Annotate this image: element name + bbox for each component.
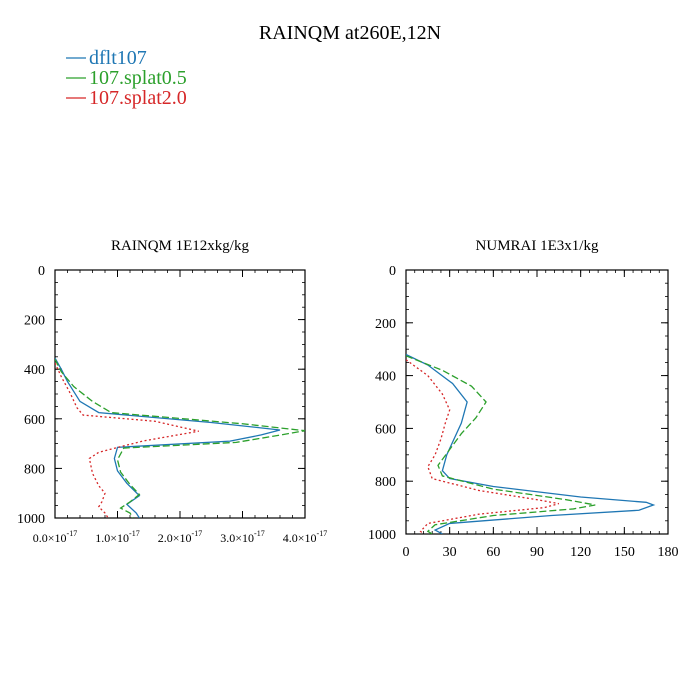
rainqm-series-dflt107 [55,357,281,518]
legend-label-dflt107: dflt107 [89,47,147,69]
legend-label-splat0-5: 107.splat0.5 [89,67,187,89]
rainqm-x-tick-mantissa: 4.0×10 [283,531,317,545]
rainqm-y-tick-label: 0 [38,264,45,279]
numrai-x-tick-label: 30 [443,545,457,560]
rainqm-x-tick-label: 0.0×10-17 [33,529,77,545]
numrai-x-tick-label: 180 [658,545,679,560]
rainqm-x-tick-exponent: -17 [129,529,140,538]
numrai-x-tick-label: 150 [614,545,635,560]
numrai-title: NUMRAI 1E3x1/kg [476,238,599,254]
numrai-y-tick-label: 400 [375,370,396,385]
numrai-x-tick-label: 60 [486,545,500,560]
rainqm-x-tick-label: 1.0×10-17 [95,529,139,545]
rainqm-x-tick-mantissa: 2.0×10 [158,531,192,545]
rainqm-x-tick-mantissa: 3.0×10 [220,531,254,545]
numrai-x-tick-label: 90 [530,545,544,560]
legend-label-splat2-0: 107.splat2.0 [89,87,187,109]
numrai-series-107-splat2-0 [406,359,560,534]
rainqm-x-tick-exponent: -17 [192,529,203,538]
numrai-y-tick-label: 200 [375,317,396,332]
numrai-series-107-splat0-5 [406,355,596,534]
rainqm-series-107-splat0-5 [55,358,305,518]
figure-title: RAINQM at260E,12N [259,22,441,44]
rainqm-x-tick-label: 3.0×10-17 [220,529,264,545]
legend-entry-splat2-0: 107.splat2.0 [66,87,187,109]
numrai-x-tick-label: 0 [403,545,410,560]
rainqm-x-tick-label: 2.0×10-17 [158,529,202,545]
rainqm-x-tick-mantissa: 1.0×10 [95,531,129,545]
rainqm-x-tick-label: 4.0×10-17 [283,529,327,545]
rainqm-x-tick-exponent: -17 [254,529,265,538]
rainqm-x-tick-exponent: -17 [67,529,78,538]
numrai-y-tick-label: 1000 [368,528,396,543]
numrai-y-tick-label: 600 [375,422,396,437]
legend-entry-dflt107: dflt107 [66,47,147,69]
numrai-y-tick-label: 0 [389,264,396,279]
numrai-x-tick-label: 120 [570,545,591,560]
numrai-y-tick-label: 800 [375,475,396,490]
rainqm-x-tick-exponent: -17 [317,529,328,538]
panel-rainqm: RAINQM 1E12xkg/kg 0 200 400 600 800 1000 0.0×10… [17,238,327,545]
rainqm-y-tick-label: 200 [24,314,45,329]
rainqm-title: RAINQM 1E12xkg/kg [111,238,249,254]
rainqm-y-tick-label: 1000 [17,512,45,527]
legend: dflt107 107.splat0.5 107.splat2.0 [66,47,187,109]
rainqm-y-tick-label: 800 [24,462,45,477]
legend-entry-splat0-5: 107.splat0.5 [66,67,187,89]
numrai-series-dflt107 [406,353,656,534]
rainqm-y-tick-label: 600 [24,413,45,428]
panel-numrai: NUMRAI 1E3x1/kg 0 200 400 600 800 1000 0 30 60 90 1… [368,238,679,560]
rainqm-y-tick-label: 400 [24,363,45,378]
rainqm-x-tick-mantissa: 0.0×10 [33,531,67,545]
